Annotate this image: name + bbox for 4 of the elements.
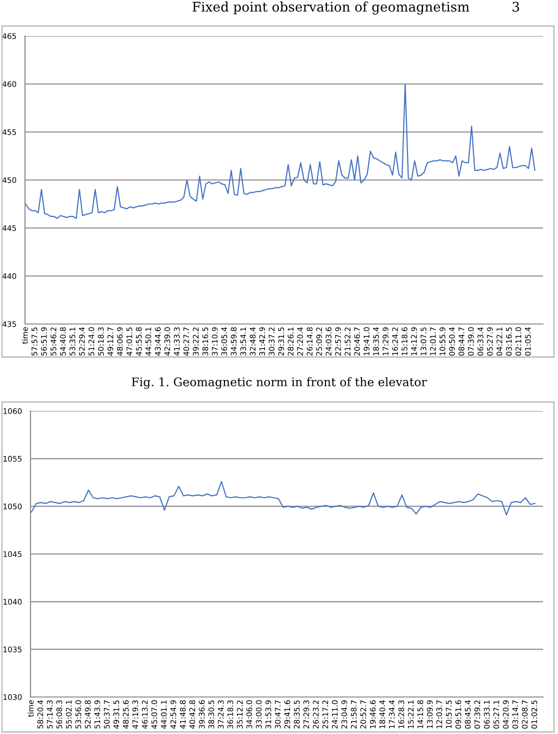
line-series <box>25 83 536 219</box>
caption: Fig. 1. Geomagnetic norm in front of the elevator <box>132 377 427 389</box>
line-series <box>30 480 536 516</box>
text: Fixed point observation of geomagnetism 3 <box>192 2 520 14</box>
